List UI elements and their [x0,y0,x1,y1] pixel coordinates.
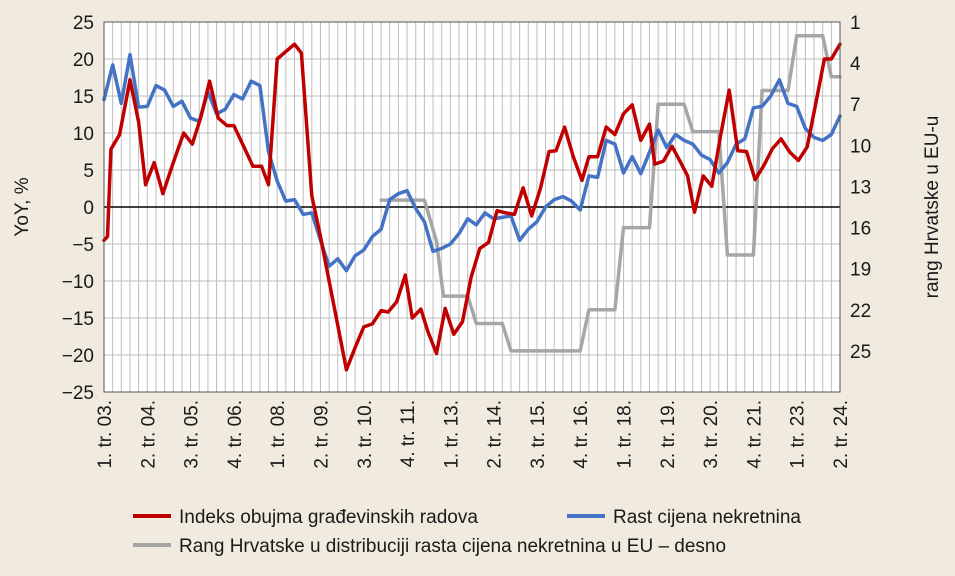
right-tick-label: 4 [850,54,861,75]
left-axis-ticks: 25 20 15 10 5 0 −5 −10 −15 −20 −25 [62,13,94,404]
x-axis-ticks: 1. tr. 03. 2. tr. 04. 3. tr. 05. 4. tr. 06.… [95,400,852,469]
right-tick-label: 19 [850,260,871,281]
legend-label-construction: Indeks obujma građevinskih radova [179,507,478,528]
x-tick-label: 4. tr. 21. [744,400,765,469]
left-tick-label: −20 [62,346,94,367]
x-tick-label: 4. tr. 16. [571,400,592,469]
x-tick-label: 1. tr. 13. [441,400,462,469]
left-tick-label: 5 [83,161,94,182]
x-tick-label: 3. tr. 15. [528,400,549,469]
x-tick-label: 2. tr. 14. [485,400,506,469]
right-tick-label: 10 [850,136,871,157]
left-axis-title: YoY, % [12,177,33,236]
x-tick-label: 3. tr. 10. [355,400,376,469]
right-axis-ticks: 1 4 7 10 13 16 19 22 25 [850,13,871,363]
series-line-1 [102,52,842,273]
x-tick-label: 2. tr. 19. [658,400,679,469]
right-tick-label: 1 [850,13,861,34]
right-axis-title: rang Hrvatske u EU-u [922,116,943,299]
x-tick-label: 4. tr. 11. [398,400,419,467]
legend-label-prices: Rast cijena nekretnina [613,507,801,528]
right-tick-label: 13 [850,177,871,198]
right-tick-label: 22 [850,301,871,322]
x-tick-label: 4. tr. 06. [225,400,246,469]
left-tick-label: −5 [72,235,94,256]
plot-border [103,21,841,393]
left-tick-label: 20 [73,50,94,71]
x-tick-label: 2. tr. 24. [831,400,852,469]
x-tick-label: 2. tr. 04. [138,400,159,469]
left-tick-label: −10 [62,272,94,293]
left-tick-label: 15 [73,87,94,108]
left-tick-label: −25 [62,383,94,404]
right-tick-label: 16 [850,219,871,240]
legend-label-rank: Rang Hrvatske u distribuciji rasta cijen… [179,536,726,557]
x-tick-label: 2. tr. 09. [311,400,332,469]
left-tick-label: 0 [83,198,94,219]
right-tick-label: 7 [850,95,861,116]
x-tick-label: 1. tr. 03. [95,400,116,469]
x-tick-label: 1. tr. 18. [615,400,636,469]
x-tick-label: 1. tr. 08. [268,400,289,469]
left-tick-label: 10 [73,124,94,145]
x-tick-label: 3. tr. 20. [701,400,722,469]
x-tick-label: 1. tr. 23. [788,400,809,469]
legend: Indeks obujma građevinskih radova Rast c… [133,507,801,557]
left-tick-label: −15 [62,309,94,330]
right-tick-label: 25 [850,342,871,363]
grid [104,22,840,392]
series-layer [102,33,842,372]
x-tick-label: 3. tr. 05. [182,400,203,469]
left-tick-label: 25 [73,13,94,34]
series-line-0 [102,42,842,372]
